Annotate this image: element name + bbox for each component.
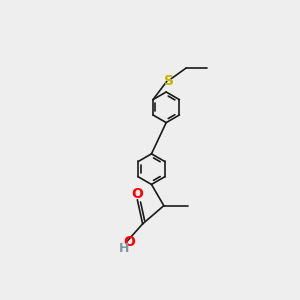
Text: O: O (124, 235, 136, 249)
Text: O: O (131, 188, 143, 201)
Text: H: H (119, 242, 130, 255)
Text: S: S (164, 74, 174, 88)
